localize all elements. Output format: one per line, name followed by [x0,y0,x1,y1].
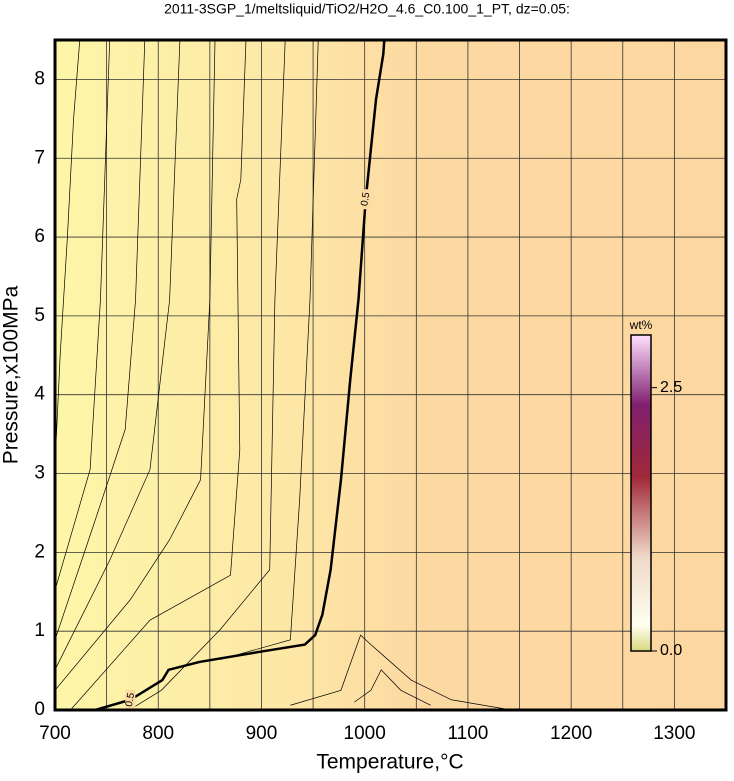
contour-line [55,40,146,640]
y-tick-label: 4 [34,384,45,405]
x-tick-label: 1100 [447,723,488,744]
contour-label: 0.5 [359,191,372,207]
x-axis-label: Temperature,°C [316,751,463,774]
y-tick-label: 5 [34,305,45,326]
contour-line [70,40,247,710]
contour-label-bg [125,689,136,710]
x-tick-label: 1200 [550,723,592,744]
contour-line [290,634,512,710]
y-tick-label: 7 [34,147,45,168]
y-tick-label: 0 [34,699,45,720]
contour-line [354,669,431,706]
contour-label-bg [360,189,371,210]
grid [55,40,726,710]
contour-line [55,40,111,591]
colorbar-tick-label: 0.0 [660,642,682,659]
x-tick-label: 700 [39,723,71,744]
y-tick-label: 3 [34,463,45,484]
chart-title: 2011-3SGP_1/meltsliquid/TiO2/H2O_4.6_C0.… [164,1,570,17]
y-tick-label: 2 [34,541,45,562]
plot-frame [53,38,728,712]
y-tick-label: 8 [34,68,45,89]
plot-background [55,40,726,710]
y-tick-label: 1 [34,620,45,641]
labels: 700 800 900 1000 1100 1200 1300 0 1 2 3 4 5 6 7 8 0.5 0.5… [34,68,695,744]
contour-line-bold [94,40,386,710]
x-tick-label: 900 [246,723,278,744]
y-tick-label: 6 [34,226,45,247]
contour-line [55,40,81,466]
contours [55,40,512,710]
contour-line [129,40,286,710]
y-axis-label: Pressure,x100MPa [0,285,23,464]
colorbar-label: wt% [629,318,653,332]
x-tick-label: 1000 [344,723,386,744]
contour-line [220,40,319,660]
contour-line [55,40,181,670]
x-tick-label: 800 [142,723,174,744]
colorbar [630,334,652,652]
contour-line [55,40,216,691]
colorbar-tick-label: 2.5 [660,379,682,396]
contour-label: 0.5 [124,692,137,708]
x-tick-label: 1300 [653,723,695,744]
